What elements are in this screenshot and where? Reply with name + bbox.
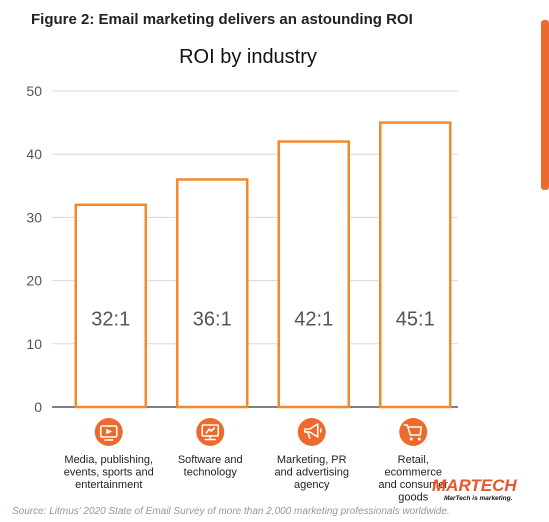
monitor-icon: [196, 418, 225, 446]
bar-data-label: 36:1: [193, 309, 232, 331]
x-category-label: entertainment: [75, 479, 142, 491]
y-tick-label: 30: [26, 209, 42, 225]
bar: [379, 121, 452, 409]
x-category-label: and advertising: [274, 467, 349, 479]
bar-data-label: 32:1: [91, 309, 130, 331]
bar: [176, 178, 249, 409]
svg-text:MARTECH: MARTECH: [432, 476, 517, 495]
figure-title: Figure 2: Email marketing delivers an as…: [31, 11, 413, 28]
x-category-label: agency: [294, 479, 330, 491]
x-category-label: Marketing, PR: [277, 454, 347, 466]
y-tick-label: 10: [26, 336, 42, 352]
x-category-label: technology: [184, 467, 238, 479]
side-tab: [541, 20, 549, 190]
megaphone-icon: [297, 418, 326, 446]
video-play-icon: [94, 418, 123, 446]
category-labels: Media, publishing,events, sports andente…: [64, 454, 449, 504]
y-tick-label: 0: [34, 399, 42, 415]
x-category-label: Retail,: [398, 454, 429, 466]
y-tick-label: 40: [26, 146, 42, 162]
svg-text:MarTech is marketing.: MarTech is marketing.: [444, 495, 513, 502]
bar: [74, 203, 147, 409]
x-category-label: events, sports and: [64, 467, 154, 479]
chart-title: ROI by industry: [179, 46, 317, 68]
bar-data-label: 42:1: [294, 309, 333, 331]
x-category-label: ecommerce: [385, 467, 442, 479]
x-category-label: goods: [398, 492, 428, 504]
bars: 32:1 36:1 42:1 45:1: [74, 121, 452, 409]
shopping-cart-icon: [399, 418, 428, 446]
x-category-label: Software and: [178, 454, 243, 466]
x-category-label: and consumer: [378, 479, 448, 491]
source-note: Source: Litmus' 2020 State of Email Surv…: [12, 506, 450, 517]
y-tick-label: 20: [26, 273, 42, 289]
bar-data-label: 45:1: [396, 309, 435, 331]
category-icons: [94, 418, 428, 446]
y-tick-label: 50: [26, 83, 42, 99]
bar: [277, 140, 350, 409]
martech-logo: MARTECH MarTech is marketing.: [432, 476, 517, 502]
x-category-label: Media, publishing,: [64, 454, 153, 466]
